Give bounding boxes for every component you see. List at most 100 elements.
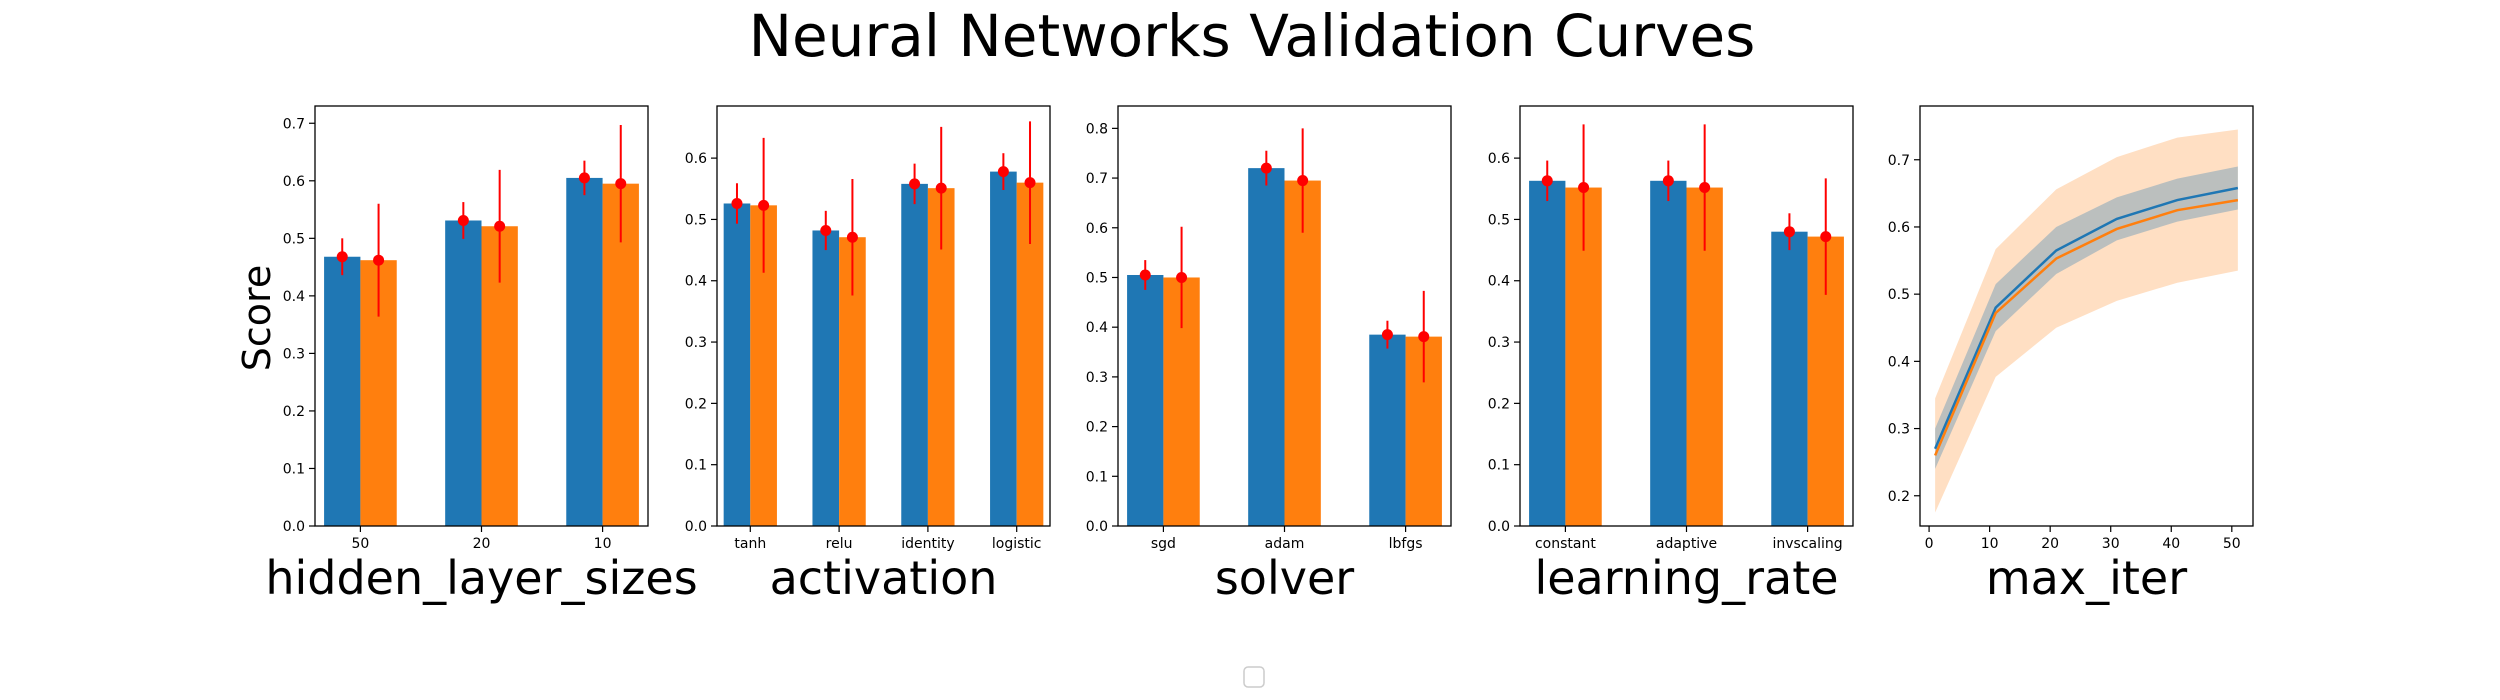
subplot-hidden-layer-sizes: 50 20 10 0.0 0.1 0.2 0.3 0.4 0.5 0.6 0.7 hidden_lay… — [265, 105, 698, 605]
subplot-learning-rate: constant adaptive invscaling 0.0 0.1 0.2 0.3 0.… — [1488, 105, 1854, 605]
y-tick-label: 0.6 — [685, 151, 707, 167]
bar-train — [1369, 334, 1406, 526]
mean-point-test — [846, 231, 858, 243]
y-tick-label: 0.5 — [283, 231, 305, 247]
bar-train — [445, 220, 482, 526]
mean-point-train — [731, 197, 743, 209]
y-tick-label: 0.4 — [1086, 320, 1108, 336]
mean-point-test — [615, 178, 627, 190]
x-tick-label: logistic — [992, 536, 1042, 552]
axes-frame — [716, 105, 1051, 527]
y-tick-label: 0.6 — [1086, 221, 1108, 237]
x-axis-label: activation — [770, 551, 998, 605]
confidence-band-train — [1935, 166, 2238, 469]
y-tick-label: 0.5 — [1086, 270, 1108, 286]
confidence-band-test — [1935, 129, 2238, 513]
mean-point-train — [457, 214, 469, 226]
y-tick-label: 0.8 — [1086, 121, 1108, 137]
x-tick-label: 20 — [2041, 536, 2059, 552]
mean-point-train — [1260, 162, 1272, 174]
mean-point-train — [820, 224, 832, 236]
axes-frame — [1519, 105, 1854, 527]
mean-point-test — [935, 182, 947, 194]
y-tick-label: 0.0 — [1086, 519, 1108, 535]
y-tick-label: 0.5 — [1888, 287, 1910, 303]
x-tick-label: invscaling — [1773, 536, 1843, 552]
bar-train — [566, 177, 603, 527]
y-axis-label: Score — [235, 265, 279, 371]
subplot-max-iter: 0 10 20 30 40 50 0.2 0.3 0.4 0.5 0.6 0.7 max_iter — [1888, 105, 2254, 605]
x-tick-label: identity — [901, 536, 954, 552]
y-tick-label: 0.1 — [1086, 469, 1108, 485]
y-tick-label: 0.3 — [283, 346, 305, 362]
bar-train — [1248, 168, 1285, 526]
y-tick-label: 0.3 — [1086, 370, 1108, 386]
y-tick-label: 0.3 — [1888, 422, 1910, 438]
axes-frame — [1117, 105, 1452, 527]
mean-point-test — [1699, 182, 1711, 194]
mean-point-test — [1578, 182, 1590, 194]
bar-train — [1127, 274, 1164, 526]
y-tick-label: 0.7 — [1086, 171, 1108, 187]
x-tick-label: adam — [1265, 536, 1305, 552]
bar-train — [723, 203, 751, 526]
y-tick-label: 0.4 — [1488, 274, 1510, 290]
y-tick-label: 0.2 — [283, 404, 305, 420]
x-tick-label: 10 — [1981, 536, 1999, 552]
y-tick-label: 0.6 — [1888, 220, 1910, 236]
line-test — [1933, 198, 2239, 456]
y-tick-label: 0.7 — [283, 116, 305, 132]
mean-point-test — [758, 199, 770, 211]
y-tick-label: 0.2 — [1888, 489, 1910, 505]
x-tick-label: 10 — [594, 536, 612, 552]
x-tick-label: lbfgs — [1389, 536, 1423, 552]
mean-point-train — [336, 251, 348, 263]
bar-train — [1529, 180, 1566, 526]
mean-point-train — [578, 172, 590, 184]
x-axis-label: hidden_layer_sizes — [265, 551, 697, 605]
mean-point-test — [1176, 271, 1188, 283]
y-tick-label: 0.1 — [1488, 458, 1510, 474]
mean-point-test — [494, 220, 506, 232]
mean-point-train — [1139, 269, 1151, 281]
bar-test — [1284, 180, 1321, 526]
y-tick-label: 0.1 — [283, 461, 305, 477]
y-tick-label: 0.5 — [1488, 212, 1510, 228]
y-tick-label: 0.0 — [685, 519, 707, 535]
mean-point-test — [1820, 231, 1832, 243]
mean-point-test — [1418, 331, 1430, 343]
x-tick-label: 50 — [351, 536, 369, 552]
x-tick-label: tanh — [734, 536, 766, 552]
subplot-solver: sgd adam lbfgs 0.0 0.1 0.2 0.3 0.4 0.5 0.6 0.7 0.8 s… — [1086, 105, 1452, 605]
bar-train — [324, 256, 361, 526]
bar-train — [812, 230, 840, 526]
mean-point-train — [1541, 175, 1553, 187]
bar-train — [1650, 180, 1687, 526]
y-tick-label: 0.5 — [685, 212, 707, 228]
mean-point-test — [373, 254, 385, 266]
axes-frame — [314, 105, 649, 527]
y-tick-label: 0.4 — [1888, 354, 1910, 370]
x-axis-label: max_iter — [1986, 551, 2187, 605]
chart-panels: 50 20 10 0.0 0.1 0.2 0.3 0.4 0.5 0.6 0.7 hidden_lay… — [265, 105, 2254, 605]
x-tick-label: 50 — [2223, 536, 2241, 552]
y-tick-label: 0.3 — [1488, 335, 1510, 351]
mean-point-test — [1024, 177, 1036, 189]
y-tick-label: 0.0 — [283, 519, 305, 535]
x-tick-label: 0 — [1925, 536, 1934, 552]
line-train — [1933, 186, 2239, 450]
x-tick-label: 30 — [2102, 536, 2120, 552]
bar-train — [901, 183, 928, 527]
y-tick-label: 0.6 — [1488, 151, 1510, 167]
mean-point-train — [997, 166, 1009, 178]
y-tick-label: 0.4 — [685, 274, 707, 290]
mean-point-train — [1381, 329, 1393, 341]
x-tick-label: 20 — [473, 536, 491, 552]
y-tick-label: 0.2 — [1488, 396, 1510, 412]
empty-legend — [1243, 666, 1265, 688]
axes-frame — [1919, 105, 2254, 527]
bar-train — [1771, 231, 1808, 527]
x-tick-label: 40 — [2162, 536, 2180, 552]
bar-train — [990, 171, 1017, 526]
